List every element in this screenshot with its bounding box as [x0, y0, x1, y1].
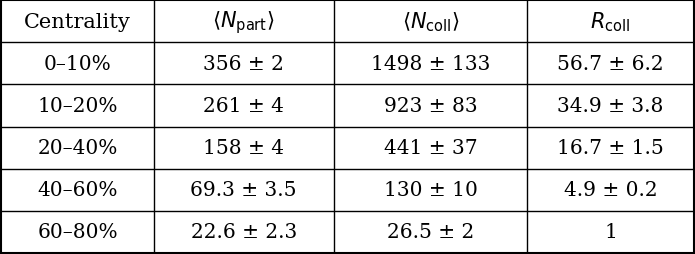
- Text: 26.5 ± 2: 26.5 ± 2: [387, 222, 474, 241]
- Text: 20–40%: 20–40%: [38, 138, 117, 157]
- Text: 4.9 ± 0.2: 4.9 ± 0.2: [564, 180, 657, 199]
- Text: 1498 ± 133: 1498 ± 133: [371, 55, 490, 74]
- Text: 158 ± 4: 158 ± 4: [203, 138, 284, 157]
- Text: 261 ± 4: 261 ± 4: [203, 97, 284, 116]
- Text: 923 ± 83: 923 ± 83: [384, 97, 477, 116]
- Text: 69.3 ± 3.5: 69.3 ± 3.5: [190, 180, 297, 199]
- Text: 441 ± 37: 441 ± 37: [384, 138, 477, 157]
- Text: 0–10%: 0–10%: [44, 55, 111, 74]
- Text: 1: 1: [604, 222, 617, 241]
- Text: $R_{\mathrm{coll}}$: $R_{\mathrm{coll}}$: [590, 11, 630, 34]
- Text: 10–20%: 10–20%: [38, 97, 117, 116]
- Text: 16.7 ± 1.5: 16.7 ± 1.5: [557, 138, 664, 157]
- Text: 22.6 ± 2.3: 22.6 ± 2.3: [190, 222, 297, 241]
- Text: 56.7 ± 6.2: 56.7 ± 6.2: [557, 55, 664, 74]
- Text: 60–80%: 60–80%: [38, 222, 118, 241]
- Text: $\langle N_{\mathrm{part}} \rangle$: $\langle N_{\mathrm{part}} \rangle$: [213, 9, 275, 36]
- Text: 40–60%: 40–60%: [38, 180, 117, 199]
- Text: 34.9 ± 3.8: 34.9 ± 3.8: [557, 97, 664, 116]
- Text: 356 ± 2: 356 ± 2: [203, 55, 284, 74]
- Text: Centrality: Centrality: [24, 13, 131, 32]
- Text: $\langle N_{\mathrm{coll}} \rangle$: $\langle N_{\mathrm{coll}} \rangle$: [402, 11, 459, 34]
- Text: 130 ± 10: 130 ± 10: [384, 180, 477, 199]
